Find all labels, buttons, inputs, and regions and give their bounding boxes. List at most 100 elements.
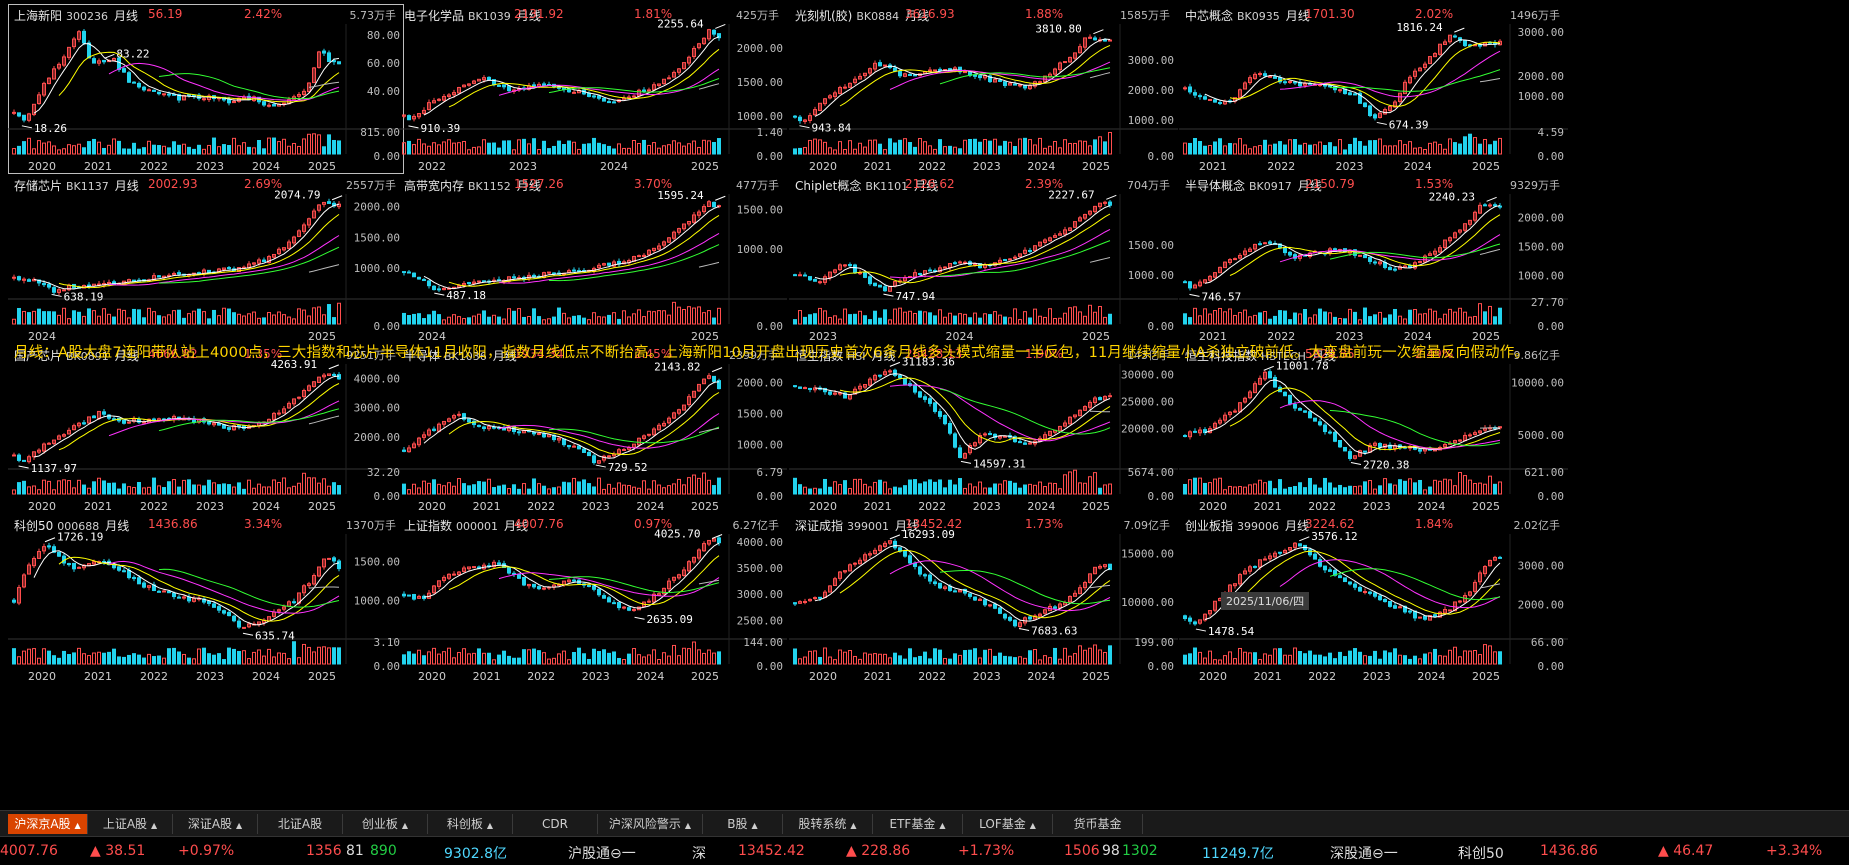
volume-bar	[1439, 656, 1442, 664]
volume-bar	[924, 652, 927, 664]
candle-body	[1319, 560, 1322, 567]
tab-4[interactable]: 创业板▲	[343, 814, 428, 834]
volume-bar	[994, 312, 997, 324]
candle-body	[543, 434, 546, 437]
volume-bar	[428, 146, 431, 154]
vol-tick-label: 199.00	[1134, 636, 1174, 649]
candle-body	[338, 62, 341, 64]
panel-chart: 4000.003500.003000.002500.00144.000.0020…	[398, 514, 787, 684]
candle-body	[273, 105, 276, 106]
tab-3[interactable]: 北证A股	[258, 814, 343, 834]
volume-bar	[1459, 308, 1462, 324]
volume-bar	[228, 309, 231, 324]
volume-bar	[954, 316, 957, 324]
volume-bar	[338, 648, 341, 664]
volume-bar	[473, 653, 476, 664]
volume-bar	[498, 317, 501, 324]
candles	[794, 200, 1112, 324]
volume-bar	[1304, 488, 1307, 494]
volume-bar	[83, 148, 86, 154]
volume-bar	[118, 489, 121, 494]
volume-bar	[178, 310, 181, 324]
candle-body	[408, 116, 411, 120]
ma-line-20	[499, 414, 719, 449]
volume-bar	[924, 482, 927, 494]
candle-body	[483, 281, 486, 282]
tab-7[interactable]: 沪深风险警示▲	[598, 814, 703, 834]
volume-bar	[598, 652, 601, 664]
volume-bar	[974, 649, 977, 664]
hgt-link[interactable]: 沪股通⊖一	[568, 843, 636, 863]
panel-name: 光刻机(胶)	[795, 9, 852, 23]
candle-body	[1194, 93, 1197, 96]
volume-bar	[1229, 652, 1232, 664]
volume-bar	[578, 482, 581, 494]
tab-11[interactable]: LOF基金▲	[963, 814, 1053, 834]
tab-2[interactable]: 深证A股▲	[173, 814, 258, 834]
volume-bar	[819, 489, 822, 494]
volume-bar	[1024, 658, 1027, 664]
candles	[13, 372, 341, 494]
tab-9[interactable]: 股转系统▲	[783, 814, 873, 834]
volume-bar	[1069, 472, 1072, 494]
volume-bar	[188, 314, 191, 324]
tab-6[interactable]: CDR	[513, 814, 598, 834]
tab-12[interactable]: 货币基金	[1053, 814, 1143, 834]
tab-0[interactable]: 沪深京A股▲	[8, 814, 88, 834]
low-label: 747.94	[895, 290, 935, 303]
volume-bar	[233, 487, 236, 494]
ma-line-10	[1230, 42, 1500, 106]
volume-bar	[663, 488, 666, 494]
y-tick-label: 1000.00	[1128, 269, 1174, 282]
volume-bar	[1339, 652, 1342, 664]
volume-bar	[668, 486, 671, 494]
candle-body	[939, 69, 942, 70]
y-tick-label: 2000.00	[1518, 599, 1564, 612]
candle-body	[48, 443, 51, 444]
volume-bar	[1204, 658, 1207, 664]
tab-10[interactable]: ETF基金▲	[873, 814, 963, 834]
volume-bar	[18, 483, 21, 494]
volume-bar	[598, 478, 601, 494]
volume-bar	[248, 659, 251, 664]
panel-volume: 6.27亿手	[733, 517, 780, 533]
volume-bar	[403, 655, 406, 664]
candles	[13, 199, 341, 324]
volume-bar	[899, 488, 902, 494]
sgt-link[interactable]: 深股通⊖一	[1330, 843, 1398, 863]
volume-bar	[799, 485, 802, 494]
volume-bar	[1464, 476, 1467, 494]
volume-bar	[949, 480, 952, 494]
tab-arrow-icon: ▲	[151, 821, 157, 830]
volume-bar	[1359, 652, 1362, 664]
tab-1[interactable]: 上证A股▲	[88, 814, 173, 834]
candle-body	[638, 256, 641, 257]
volume-bar	[603, 317, 606, 324]
volume-bar	[1224, 490, 1227, 494]
volume-bar	[959, 655, 962, 664]
candle-body	[994, 604, 997, 608]
candle-body	[959, 262, 962, 263]
volume-bar	[889, 139, 892, 154]
tab-5[interactable]: 科创板▲	[428, 814, 513, 834]
volume-bar	[879, 318, 882, 324]
x-tick-label: 2021	[864, 500, 892, 513]
tab-8[interactable]: B股▲	[703, 814, 783, 834]
